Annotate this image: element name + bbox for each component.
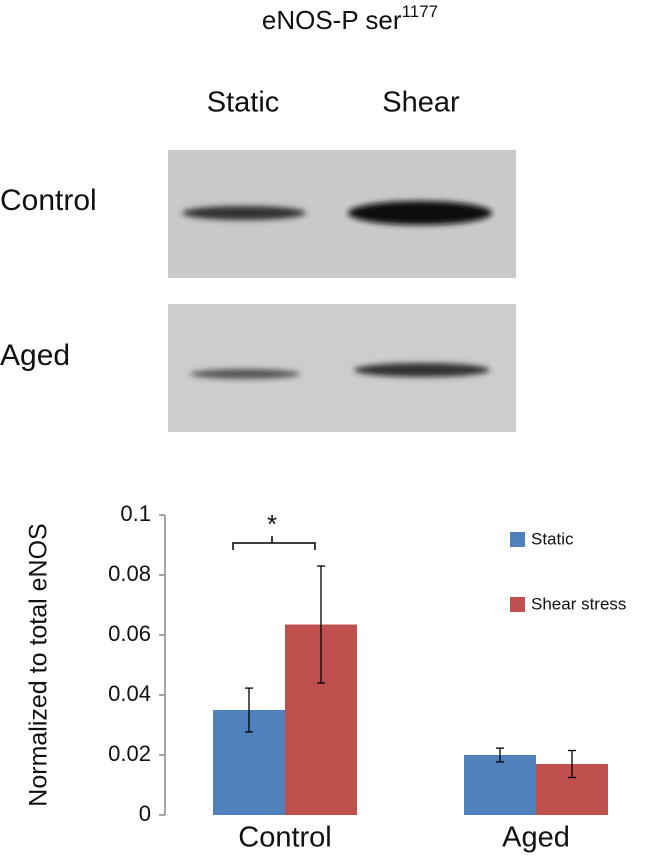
y-tick-label: 0 [139, 801, 151, 826]
blot-band [190, 369, 300, 379]
blot-aged [168, 304, 516, 432]
blot-title: eNOS-P ser1177 [262, 2, 438, 34]
blot-band [182, 206, 306, 220]
legend-label: Shear stress [531, 594, 626, 613]
x-tick-label: Control [238, 822, 332, 854]
bar [464, 755, 536, 815]
y-axis-label: Normalized to total eNOS [25, 523, 53, 806]
y-tick-label: 0.06 [108, 621, 151, 646]
blot-control [168, 150, 516, 278]
legend-swatch [510, 597, 525, 612]
legend-label: Static [531, 529, 574, 548]
blot-title-text: eNOS-P ser [262, 5, 402, 35]
blot-row-label: Control [0, 184, 97, 217]
significance-marker: * [267, 509, 277, 539]
blot-column-label: Static [207, 87, 280, 119]
legend-swatch [510, 532, 525, 547]
y-tick-label: 0.1 [120, 501, 151, 526]
blot-band [348, 201, 492, 225]
blot-column-label: Shear [382, 87, 460, 119]
blot-title-superscript: 1177 [402, 2, 439, 21]
y-tick-label: 0.04 [108, 681, 151, 706]
y-tick-label: 0.08 [108, 561, 151, 586]
y-tick-label: 0.02 [108, 741, 151, 766]
x-tick-label: Aged [502, 822, 570, 854]
blot-band [354, 363, 490, 377]
significance-bracket [232, 536, 316, 550]
blot-row-label: Aged [0, 339, 70, 372]
